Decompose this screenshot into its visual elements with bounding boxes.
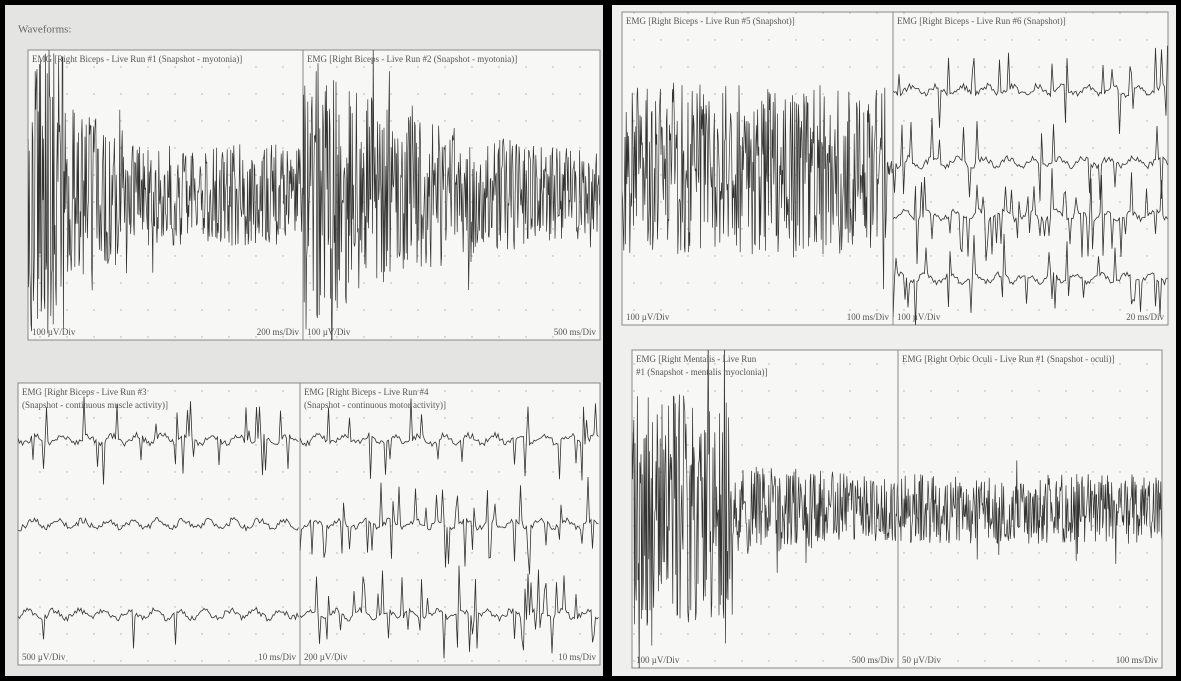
panel: EMG [Right Biceps - Live Run #2 (Snapsho…	[303, 45, 600, 374]
panel-title: #1 (Snapshot - mentalis myoclonia)]	[636, 367, 767, 377]
panel: EMG [Right Biceps - Live Run #5 (Snapsho…	[622, 12, 893, 325]
panel-grid	[893, 12, 1168, 325]
left-scale: 100 µV/Div	[307, 327, 351, 337]
right-scale: 10 ms/Div	[558, 652, 596, 662]
panel-title: EMG [Right Biceps - Live Run #5 (Snapsho…	[626, 16, 795, 26]
panel-title: EMG [Right Orbic Oculi - Live Run #1 (Sn…	[902, 354, 1114, 364]
panel-title: (Snapshot - continuous motor activity)]	[304, 400, 446, 410]
panel-title: EMG [Right Biceps - Live Run #2 (Snapsho…	[307, 54, 517, 64]
panel: EMG [Right Mentalis - Live Run #1 (Snapsh…	[632, 327, 898, 681]
panel-title: EMG [Right Biceps - Live Run #3	[22, 387, 147, 397]
panel-title: EMG [Right Biceps - Live Run #4	[304, 387, 429, 397]
panel: EMG [Right Biceps - Live Run #3 (Snapshot…	[18, 383, 300, 665]
panel-title: EMG [Right Mentalis - Live Run	[636, 354, 757, 364]
right-scale: 500 ms/Div	[554, 327, 597, 337]
panel-grid	[898, 350, 1162, 668]
panel: EMG [Right Biceps - Live Run #4 (Snapshot…	[300, 383, 600, 665]
panel: EMG [Right Biceps - Live Run #1 (Snapsho…	[28, 50, 303, 340]
left-scale: 50 µV/Div	[902, 655, 941, 665]
right-scale: 100 ms/Div	[847, 312, 890, 322]
left-scale: 200 µV/Div	[304, 652, 348, 662]
panel-grid	[300, 383, 600, 665]
screenshot: Waveforms: EMG [Right Biceps - Live Run …	[0, 0, 1181, 681]
panel-title: EMG [Right Biceps - Live Run #1 (Snapsho…	[32, 54, 242, 64]
left-scale: 100 µV/Div	[897, 312, 941, 322]
right-scale: 200 ms/Div	[257, 327, 300, 337]
panel: EMG [Right Biceps - Live Run #6 (Snapsho…	[893, 12, 1168, 325]
left-scale: 100 µV/Div	[32, 327, 76, 337]
heading: Waveforms:	[18, 24, 72, 36]
right-scale: 20 ms/Div	[1126, 312, 1164, 322]
page: {"left_photo": {"heading": "Waveforms:",…	[0, 0, 1181, 681]
left-scale: 100 µV/Div	[626, 312, 670, 322]
left-scale: 500 µV/Div	[22, 652, 66, 662]
panel: EMG [Right Orbic Oculi - Live Run #1 (Sn…	[898, 350, 1162, 668]
right-scale: 100 ms/Div	[1116, 655, 1159, 665]
panel-title: (Snapshot - continuous muscle activity)]	[22, 400, 168, 410]
panel-title: EMG [Right Biceps - Live Run #6 (Snapsho…	[897, 16, 1066, 26]
left-scale: 100 µV/Div	[636, 655, 680, 665]
right-scale: 10 ms/Div	[258, 652, 296, 662]
right-scale: 500 ms/Div	[852, 655, 895, 665]
